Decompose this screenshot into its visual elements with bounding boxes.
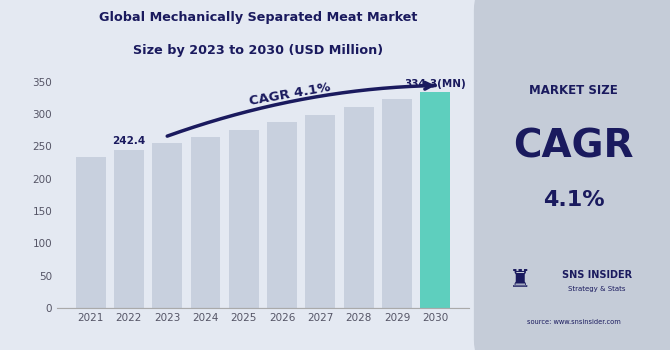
Bar bbox=[190, 137, 220, 308]
Text: CAGR 4.1%: CAGR 4.1% bbox=[248, 80, 332, 108]
FancyBboxPatch shape bbox=[474, 0, 670, 350]
Text: 242.4: 242.4 bbox=[113, 136, 145, 146]
Bar bbox=[114, 150, 144, 308]
Text: ♜: ♜ bbox=[509, 268, 531, 292]
Bar bbox=[420, 92, 450, 308]
Text: Global Mechanically Separated Meat Market: Global Mechanically Separated Meat Marke… bbox=[98, 10, 417, 23]
Text: SNS INSIDER: SNS INSIDER bbox=[562, 270, 632, 280]
Bar bbox=[344, 107, 374, 308]
Bar bbox=[306, 115, 336, 308]
Text: source: www.snsinsider.com: source: www.snsinsider.com bbox=[527, 319, 620, 325]
Text: Strategy & Stats: Strategy & Stats bbox=[568, 286, 626, 292]
Text: 4.1%: 4.1% bbox=[543, 189, 604, 210]
Bar bbox=[152, 142, 182, 308]
Bar bbox=[229, 130, 259, 308]
Text: CAGR: CAGR bbox=[514, 128, 634, 166]
Text: MARKET SIZE: MARKET SIZE bbox=[529, 84, 618, 98]
Text: 334.3(MN): 334.3(MN) bbox=[405, 79, 466, 89]
Bar bbox=[76, 158, 106, 308]
Bar bbox=[267, 122, 297, 308]
Text: Size by 2023 to 2030 (USD Million): Size by 2023 to 2030 (USD Million) bbox=[133, 44, 383, 57]
Bar bbox=[382, 99, 412, 308]
